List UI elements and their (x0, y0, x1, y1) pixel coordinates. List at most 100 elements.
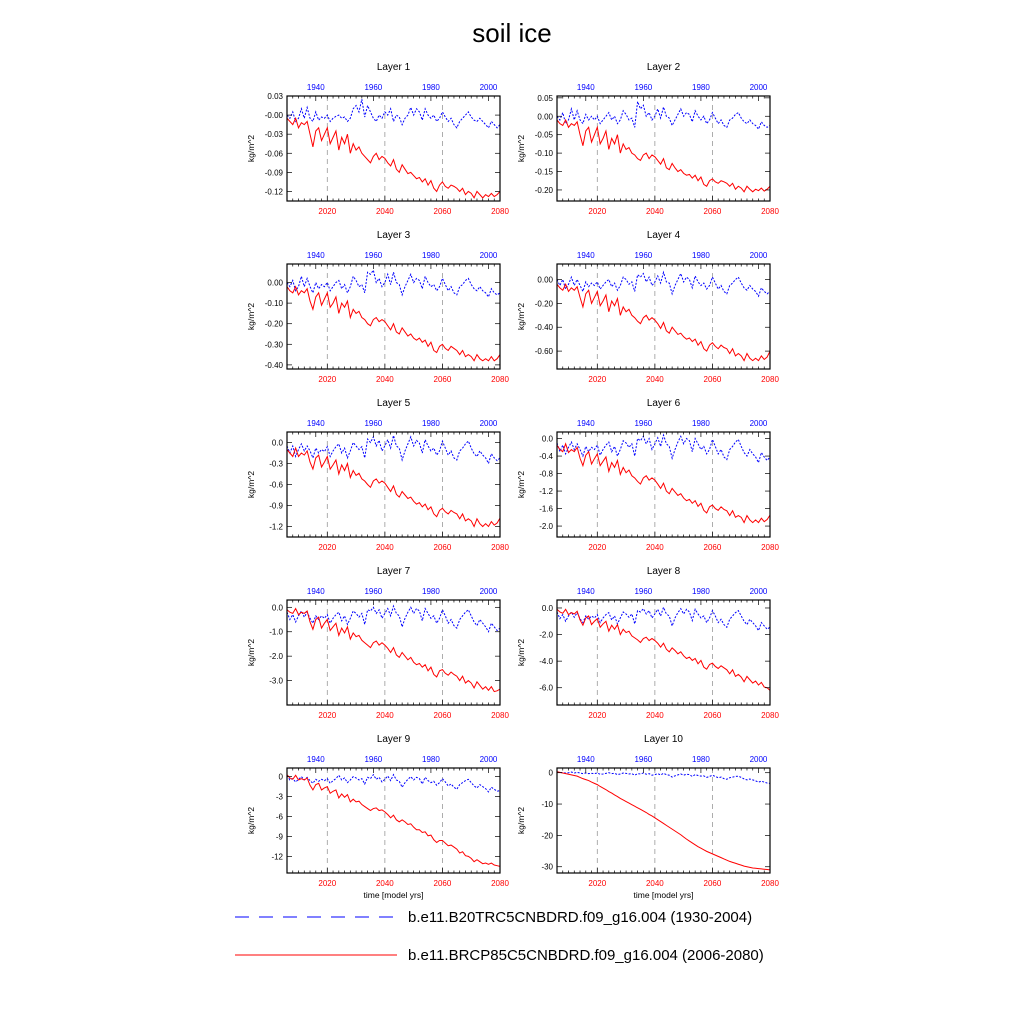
top-tick-label: 1940 (577, 755, 595, 764)
bottom-tick-label: 2040 (646, 543, 664, 552)
bottom-tick-label: 2020 (588, 543, 606, 552)
panel-layer-3: Layer 3 2020 2040 2060 2080 1940 1960 1980 2000 0… (246, 230, 509, 384)
plot-frame (556, 767, 771, 874)
bottom-tick-label: 2080 (761, 207, 779, 216)
plot-frame (556, 599, 771, 706)
bottom-tick-label: 2020 (318, 879, 336, 888)
top-tick-label: 2000 (480, 83, 498, 92)
top-tick-label: 1960 (634, 83, 652, 92)
y-tick-label: -0.4 (539, 452, 553, 461)
top-tick-label: 1940 (307, 755, 325, 764)
y-axis-label: kg/m^2 (516, 639, 526, 666)
top-tick-label: 2000 (480, 755, 498, 764)
y-tick-label: 0.0 (272, 603, 284, 612)
top-tick-label: 2000 (750, 83, 768, 92)
panel-layer-2: Layer 2 2020 2040 2060 2080 1940 1960 1980 2000 0… (516, 62, 779, 216)
y-tick-label: -0.06 (265, 149, 284, 158)
y-tick-label: -0.30 (265, 340, 284, 349)
top-tick-label: 1940 (577, 419, 595, 428)
y-tick-label: -0.40 (535, 323, 554, 332)
bottom-tick-label: 2020 (588, 879, 606, 888)
top-tick-label: 2000 (480, 419, 498, 428)
bottom-tick-label: 2020 (318, 375, 336, 384)
y-tick-label: -0.00 (265, 111, 284, 120)
y-tick-label: -0.20 (535, 186, 554, 195)
top-tick-label: 1980 (692, 755, 710, 764)
panel-title: Layer 9 (377, 734, 411, 745)
y-tick-label: -0.40 (265, 361, 284, 370)
panel-layer-7: Layer 7 2020 2040 2060 2080 1940 1960 1980 2000 0… (246, 566, 509, 720)
y-tick-label: -6 (276, 813, 284, 822)
panel-title: Layer 6 (647, 398, 681, 409)
y-tick-label: -1.6 (539, 505, 553, 514)
y-tick-label: -2.0 (539, 522, 553, 531)
bottom-tick-label: 2080 (491, 543, 509, 552)
y-tick-label: -0.8 (539, 470, 553, 479)
y-tick-label: -3 (276, 793, 284, 802)
panel-grid: Layer 1 2020 2040 2060 2080 1940 1960 1980 2000 0… (246, 62, 779, 900)
bottom-tick-label: 2060 (434, 711, 452, 720)
y-tick-label: -0.6 (269, 481, 283, 490)
top-tick-label: 1960 (364, 419, 382, 428)
y-tick-label: 0.00 (537, 112, 553, 121)
y-axis-label: kg/m^2 (516, 303, 526, 330)
bottom-tick-label: 2040 (376, 207, 394, 216)
bottom-tick-label: 2040 (376, 879, 394, 888)
y-axis-label: kg/m^2 (516, 471, 526, 498)
bottom-tick-label: 2020 (318, 543, 336, 552)
bottom-tick-label: 2080 (491, 879, 509, 888)
panel-layer-9: Layer 9 2020 2040 2060 2080 1940 1960 1980 2000 0… (246, 734, 509, 900)
series-historical-line (286, 604, 501, 633)
panel-layer-6: Layer 6 2020 2040 2060 2080 1940 1960 1980 2000 0… (516, 398, 779, 552)
top-tick-label: 1940 (577, 83, 595, 92)
bottom-tick-label: 2060 (434, 207, 452, 216)
y-tick-label: 0 (549, 769, 554, 778)
top-tick-label: 2000 (750, 755, 768, 764)
x-axis-label: time [model yrs] (364, 890, 424, 900)
panel-layer-10: Layer 10 2020 2040 2060 2080 1940 1960 1980 2000… (516, 734, 779, 900)
series-rcp85-line (286, 607, 501, 693)
bottom-tick-label: 2060 (704, 879, 722, 888)
series-historical-line (556, 101, 771, 131)
y-tick-label: 0.0 (542, 435, 554, 444)
y-axis-label: kg/m^2 (246, 807, 256, 834)
top-tick-label: 1940 (307, 419, 325, 428)
bottom-tick-label: 2040 (376, 543, 394, 552)
series-rcp85-line (286, 116, 501, 199)
y-tick-label: 0.00 (537, 276, 553, 285)
bottom-tick-label: 2080 (761, 711, 779, 720)
bottom-tick-label: 2060 (704, 543, 722, 552)
panel-title: Layer 2 (647, 62, 681, 73)
panel-title: Layer 8 (647, 566, 681, 577)
top-tick-label: 1960 (634, 755, 652, 764)
bottom-tick-label: 2060 (704, 207, 722, 216)
top-tick-label: 1980 (692, 587, 710, 596)
y-tick-label: -20 (541, 831, 553, 840)
series-historical-line (556, 605, 771, 632)
y-tick-label: -0.20 (535, 299, 554, 308)
y-axis-label: kg/m^2 (516, 135, 526, 162)
plot-frame (556, 95, 771, 202)
top-tick-label: 1960 (364, 251, 382, 260)
top-tick-label: 1960 (364, 755, 382, 764)
panel-title: Layer 7 (377, 566, 411, 577)
bottom-tick-label: 2040 (646, 879, 664, 888)
bottom-tick-label: 2080 (761, 543, 779, 552)
top-tick-label: 1980 (422, 83, 440, 92)
bottom-tick-label: 2020 (318, 207, 336, 216)
panel-title: Layer 3 (377, 230, 411, 241)
top-tick-label: 1980 (422, 419, 440, 428)
panel-layer-4: Layer 4 2020 2040 2060 2080 1940 1960 1980 2000 0… (516, 230, 779, 384)
series-historical-line (556, 771, 771, 784)
top-tick-label: 1980 (692, 83, 710, 92)
panel-title: Layer 4 (647, 230, 681, 241)
top-tick-label: 1980 (692, 251, 710, 260)
series-historical-line (286, 268, 501, 299)
panel-title: Layer 1 (377, 62, 411, 73)
plot-frame (556, 431, 771, 538)
panel-title: Layer 5 (377, 398, 411, 409)
y-tick-label: 0.00 (267, 279, 283, 288)
series-historical-line (556, 270, 771, 298)
y-axis-label: kg/m^2 (516, 807, 526, 834)
